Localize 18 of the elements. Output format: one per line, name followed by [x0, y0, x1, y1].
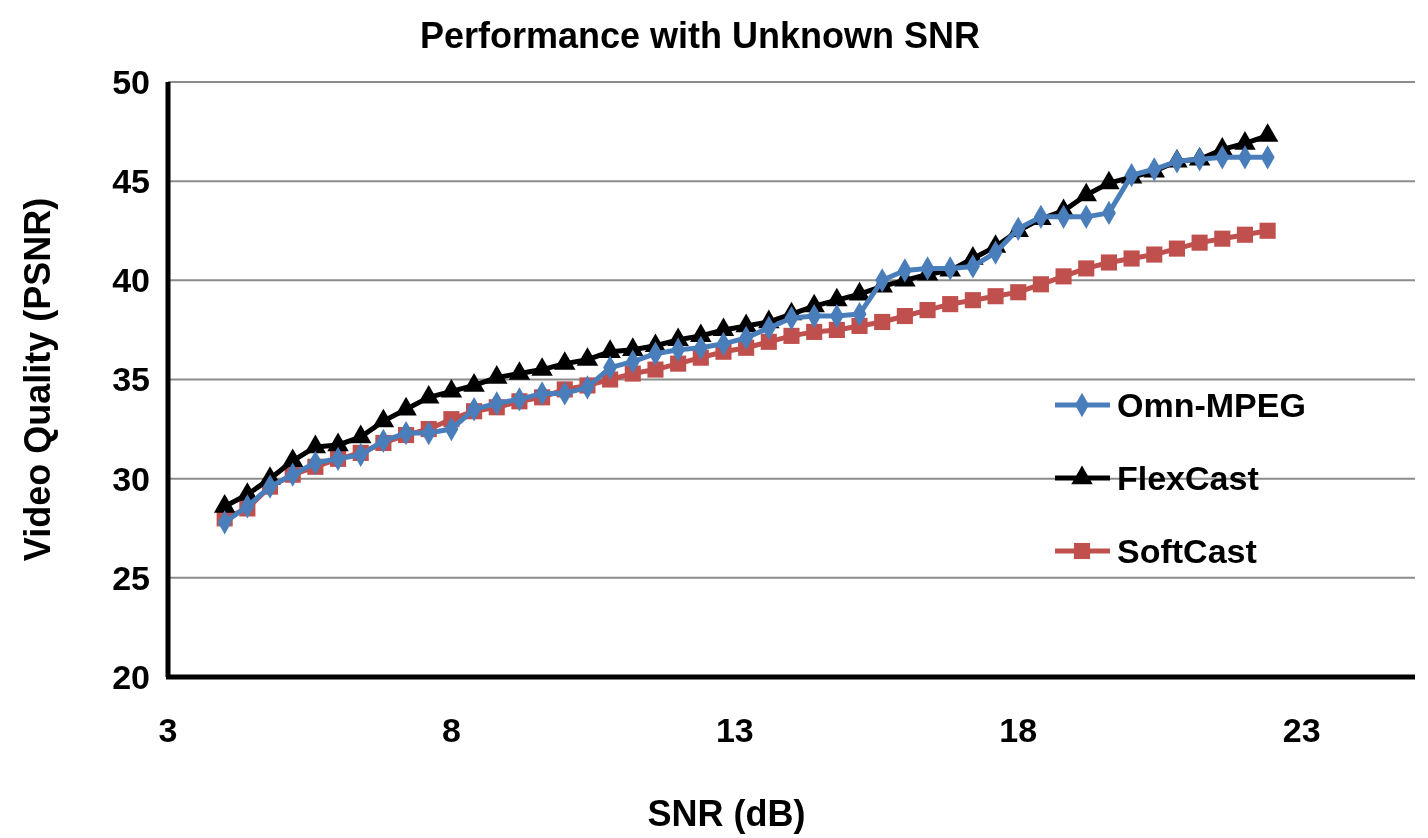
legend-label: SoftCast	[1117, 531, 1257, 570]
x-axis-title: SNR (dB)	[647, 793, 806, 834]
legend-label: Omn-MPEG	[1117, 385, 1306, 424]
x-tick-label: 18	[999, 711, 1038, 749]
y-tick-label: 45	[112, 162, 150, 201]
y-tick-label: 30	[112, 459, 150, 498]
y-tick-label: 40	[112, 261, 150, 300]
y-tick-label: 35	[112, 360, 150, 399]
y-tick-label: 50	[112, 62, 150, 101]
x-tick-label: 13	[715, 711, 754, 749]
x-tick-label: 8	[441, 711, 461, 749]
x-tick-label: 23	[1282, 711, 1321, 749]
y-tick-label: 25	[112, 558, 150, 597]
chart-title: Performance with Unknown SNR	[419, 15, 981, 56]
y-tick-label: 20	[112, 657, 150, 696]
x-tick-label: 3	[158, 711, 178, 749]
y-axis-title: Video Quality (PSNR)	[17, 197, 58, 562]
legend-label: FlexCast	[1117, 458, 1259, 497]
